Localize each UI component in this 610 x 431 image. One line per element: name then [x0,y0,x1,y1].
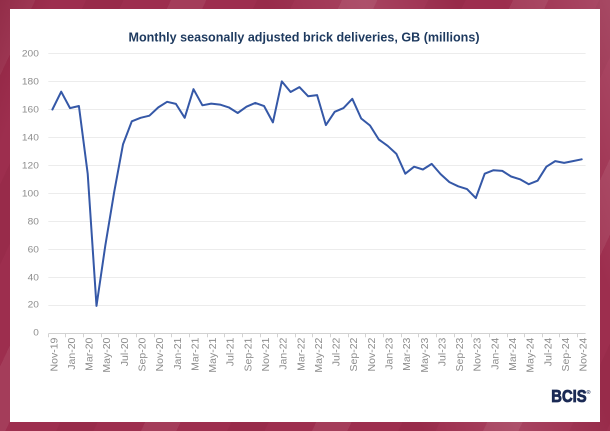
svg-text:120: 120 [22,161,39,172]
svg-text:140: 140 [22,133,39,144]
svg-text:Nov-20: Nov-20 [154,337,166,371]
svg-text:Sep-23: Sep-23 [454,337,466,371]
svg-text:Mar-23: Mar-23 [401,337,413,370]
svg-text:Nov-24: Nov-24 [578,337,590,371]
svg-text:180: 180 [22,77,39,88]
svg-text:Sep-20: Sep-20 [137,337,149,371]
svg-text:Nov-21: Nov-21 [260,337,272,371]
svg-text:Jul-23: Jul-23 [437,337,449,366]
svg-text:40: 40 [28,273,39,284]
svg-text:Jan-23: Jan-23 [384,337,396,369]
svg-text:Mar-20: Mar-20 [84,337,96,370]
svg-text:Mar-22: Mar-22 [295,337,307,370]
svg-text:Sep-21: Sep-21 [242,337,254,371]
svg-text:Monthly seasonally adjusted br: Monthly seasonally adjusted brick delive… [129,31,480,45]
svg-text:Mar-21: Mar-21 [189,337,201,370]
svg-text:Jan-21: Jan-21 [172,337,184,369]
svg-text:May-24: May-24 [525,337,537,372]
svg-text:Jul-24: Jul-24 [542,337,554,366]
svg-text:BCIS: BCIS [551,386,586,406]
svg-text:®: ® [587,389,591,396]
svg-text:May-20: May-20 [101,337,113,372]
svg-text:Nov-23: Nov-23 [472,337,484,371]
svg-text:Nov-19: Nov-19 [48,337,60,371]
svg-text:Jul-21: Jul-21 [225,337,237,366]
svg-text:May-22: May-22 [313,337,325,372]
svg-text:Sep-22: Sep-22 [348,337,360,371]
svg-text:May-23: May-23 [419,337,431,372]
svg-text:Sep-24: Sep-24 [560,337,572,371]
svg-text:60: 60 [28,245,39,256]
svg-text:Jul-22: Jul-22 [331,337,343,366]
svg-text:Mar-24: Mar-24 [507,337,519,370]
svg-text:200: 200 [22,49,39,60]
svg-text:100: 100 [22,189,39,200]
svg-text:0: 0 [33,328,39,339]
svg-text:20: 20 [28,300,39,311]
svg-text:Nov-22: Nov-22 [366,337,378,371]
svg-text:Jan-22: Jan-22 [278,337,290,369]
svg-text:Jan-20: Jan-20 [66,337,78,369]
svg-text:160: 160 [22,105,39,116]
svg-text:May-21: May-21 [207,337,219,372]
svg-text:Jul-20: Jul-20 [119,337,131,366]
svg-text:Jan-24: Jan-24 [489,337,501,369]
svg-text:80: 80 [28,217,39,228]
